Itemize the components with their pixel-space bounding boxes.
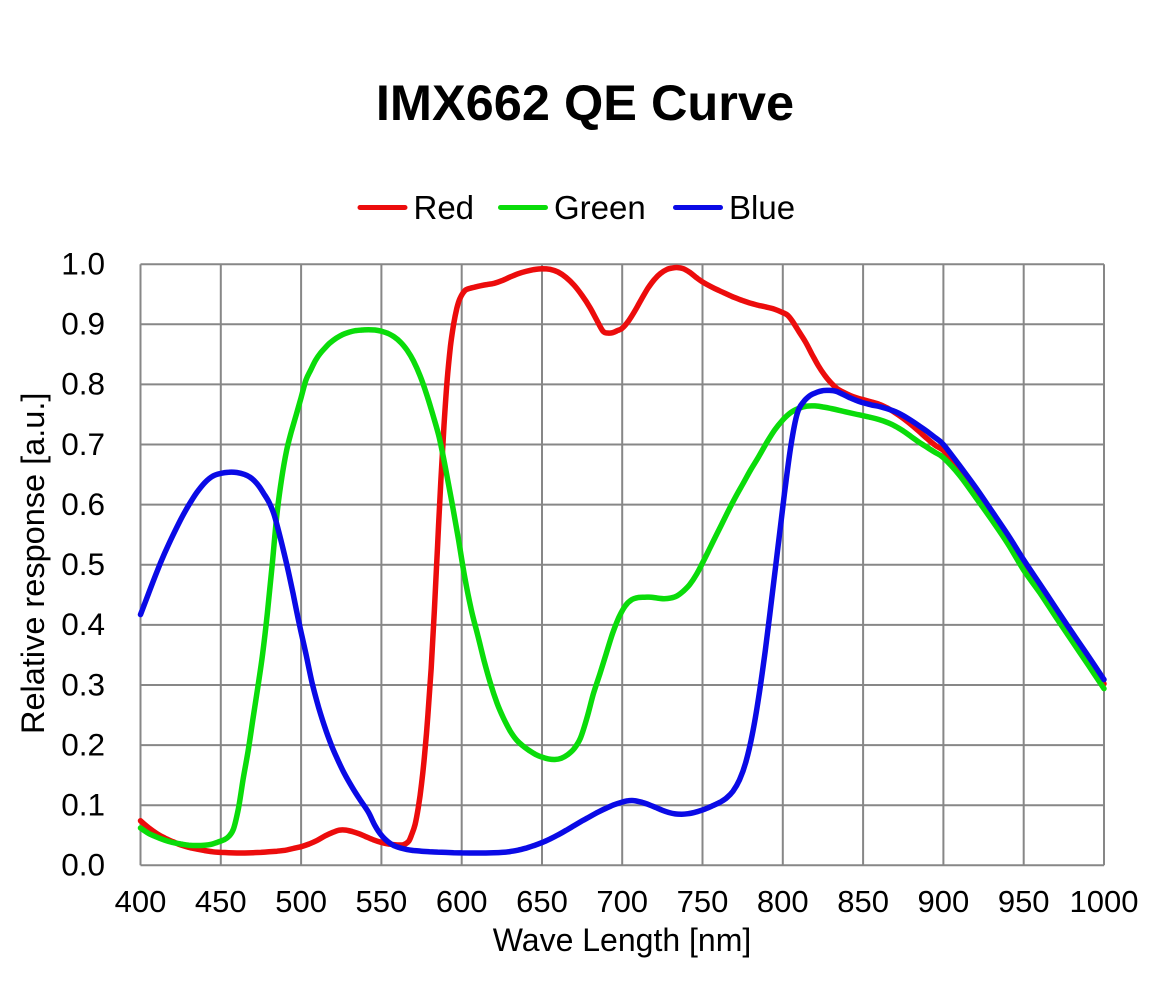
svg-text:600: 600 [436,884,488,919]
svg-text:750: 750 [677,884,729,919]
svg-text:0.1: 0.1 [61,787,105,823]
svg-text:0.0: 0.0 [61,847,105,883]
svg-text:Red: Red [414,189,475,226]
svg-text:700: 700 [596,884,648,919]
svg-text:0.4: 0.4 [61,606,105,642]
svg-text:1.0: 1.0 [61,246,105,282]
svg-text:650: 650 [516,884,568,919]
svg-text:900: 900 [918,884,970,919]
svg-text:Green: Green [554,189,646,226]
svg-text:0.7: 0.7 [61,426,105,462]
svg-text:IMX662 QE Curve: IMX662 QE Curve [376,74,794,131]
svg-text:0.2: 0.2 [61,726,105,762]
svg-text:0.3: 0.3 [61,666,105,702]
svg-text:850: 850 [837,884,889,919]
svg-text:Relative response [a.u.]: Relative response [a.u.] [15,393,51,734]
svg-text:0.6: 0.6 [61,486,105,522]
svg-text:Blue: Blue [729,189,795,226]
svg-text:0.5: 0.5 [61,546,105,582]
svg-text:950: 950 [998,884,1050,919]
svg-text:800: 800 [757,884,809,919]
svg-text:450: 450 [195,884,247,919]
svg-text:1000: 1000 [1070,884,1139,919]
svg-text:550: 550 [356,884,408,919]
svg-text:Wave Length [nm]: Wave Length [nm] [493,922,752,958]
svg-text:0.9: 0.9 [61,306,105,342]
svg-text:400: 400 [115,884,167,919]
svg-text:0.8: 0.8 [61,366,105,402]
svg-text:500: 500 [275,884,327,919]
